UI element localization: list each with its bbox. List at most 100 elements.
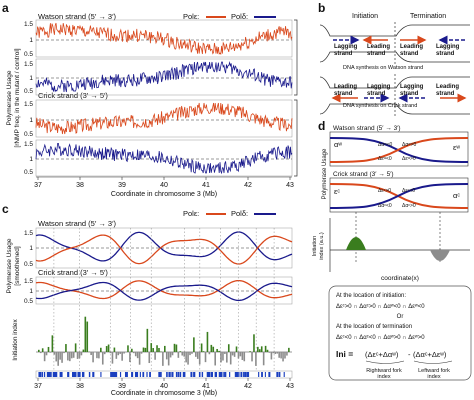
ini-formula-minus: - [408, 350, 411, 359]
y-axis-label-initiation: Initiation index [12, 318, 19, 360]
feature-track-mark [158, 372, 161, 377]
feature-track-mark [238, 372, 240, 377]
feature-track-mark [234, 372, 238, 377]
feature-track-mark [229, 372, 231, 377]
initiation-title: Initiation [352, 13, 378, 20]
initiation-index-bar [80, 352, 83, 356]
schematic-watson-eps [329, 137, 469, 163]
ytick-lo: 0.5 [24, 261, 33, 268]
ytick-lo: 0.5 [24, 51, 33, 58]
leading-strand-label: Leading [400, 44, 423, 50]
ytick-mid: 1 [29, 37, 33, 44]
initiation-index-bar [57, 352, 59, 366]
feature-track-mark [71, 372, 75, 377]
feature-track-mark [139, 372, 141, 377]
leading-strand-label: Leading [334, 84, 357, 90]
init-index-label: index (a.u.) [319, 232, 325, 260]
feature-track-mark [261, 372, 263, 377]
feature-track-mark [53, 372, 56, 377]
schematic-watson-box [329, 131, 469, 167]
legend-eps-label: Polε: [183, 209, 199, 218]
x-tick-label: 39 [118, 383, 126, 390]
ytick-hi: 1.5 [24, 61, 33, 68]
initiation-index-bar [111, 352, 114, 364]
termination-title: Termination [410, 13, 446, 20]
delta-label: Δεʷ>0 [402, 156, 416, 162]
caption-watson: DNA synthesis on Watson strand [343, 65, 423, 71]
x-axis-label-c: Coordinate in chromosome 3 (Mb) [111, 390, 217, 397]
initiation-index-bar [224, 352, 226, 354]
leading-strand-label: strand [436, 91, 455, 97]
init-index-label: Initiation [312, 236, 318, 257]
plot-c-watson [35, 227, 293, 269]
eps-w-symbol: εʷ [453, 143, 460, 152]
rightward-fork-label: Rightward fork [366, 368, 402, 374]
initiation-index-bar [264, 345, 267, 352]
feature-track-mark [190, 372, 193, 377]
caption-crick: DNA synthesis on Crick strand [343, 103, 417, 109]
initiation-index-bar [258, 349, 261, 352]
x-axis-label-d: coordinate(x) [381, 275, 419, 282]
initiation-index-bar [148, 352, 151, 364]
ini-formula-leftward: (Δαᶜ+Δεʷ) [413, 350, 447, 359]
delta-label: Δεᶜ>0 [378, 188, 391, 194]
ytick-hi: 1.5 [24, 230, 33, 237]
initiation-index-bar [123, 352, 125, 354]
panel-c: c Polε: Polδ: Watson strand (5′ → 3′) Cr… [2, 202, 294, 397]
panel-a: a Polε: Polδ: Watson strand (5′ → 3′) Cr… [2, 1, 298, 198]
initiation-index-bar [134, 352, 137, 357]
initiation-index-bar [119, 352, 122, 354]
y-axis-label-d: Polymerase Usage [322, 148, 328, 199]
feature-track-mark [73, 372, 76, 377]
feature-track-mark [210, 372, 214, 377]
feature-track-mark [142, 372, 145, 377]
lagging-strand-label: strand [400, 91, 419, 97]
feature-track-mark [92, 372, 95, 377]
initiation-index-bar [284, 352, 286, 359]
lagging-strand-label: Lagging [367, 84, 391, 90]
initiation-index-bar [146, 328, 149, 352]
alpha-w-symbol: αʷ [334, 140, 342, 149]
condition-box [328, 285, 472, 381]
lagging-strand-label: strand [436, 51, 455, 57]
schematic-crick-box [329, 177, 469, 213]
initiation-index-bar [105, 346, 108, 352]
initiation-index-bar [193, 337, 195, 352]
alpha-c-symbol: αᶜ [453, 191, 460, 200]
feature-track-mark [113, 372, 116, 377]
initiation-index-bar [38, 349, 40, 352]
initiation-index-bar [121, 352, 123, 361]
watson-delta-smooth [35, 231, 293, 262]
ytick-mid: 1 [29, 288, 33, 295]
initiation-index-bar [282, 352, 284, 362]
initiation-index-bar [72, 352, 75, 358]
initiation-index-bar [69, 352, 71, 362]
initiation-index-bar [167, 352, 170, 366]
initiation-index-bar [78, 352, 81, 359]
box-line-init-condition: Δεᶜ>0 ∩ Δαᶜ>0 ∩ Δαʷ<0 ∩ Δεʷ<0 [336, 304, 425, 310]
initiation-index-bar [156, 345, 158, 352]
feature-track-mark [77, 372, 80, 377]
initiation-index-bar [47, 346, 50, 352]
feature-track-mark [55, 372, 58, 377]
initiation-index-bar [150, 343, 153, 352]
panel-letter-b: b [318, 1, 325, 15]
initiation-index-bar [195, 352, 197, 357]
panel-d: d Watson strand (5′ → 3′) αʷ εʷ Δαʷ<0 Δα… [312, 119, 472, 381]
initiation-index-bar [274, 352, 277, 355]
watson-strand-label: Watson strand (5′ → 3′) [333, 125, 401, 132]
x-tick-label: 43 [286, 182, 294, 189]
ini-formula-prefix: Ini = [336, 349, 353, 359]
x-tick-label: 40 [160, 182, 168, 189]
feature-track-mark [158, 372, 160, 377]
leading-strand-label: strand [334, 91, 353, 97]
eps-c-symbol: εᶜ [334, 187, 340, 196]
feature-track-mark [183, 372, 186, 377]
feature-track-mark [131, 372, 134, 377]
initiation-index-bar [152, 348, 154, 352]
legend-delta-label: Polδ: [231, 209, 248, 218]
initiation-index-bar [90, 352, 92, 356]
initiation-index-bar [266, 349, 269, 352]
x-axis-a: 37 38 39 40 41 42 43 [34, 176, 294, 189]
schematic-crick-alpha [329, 183, 469, 209]
